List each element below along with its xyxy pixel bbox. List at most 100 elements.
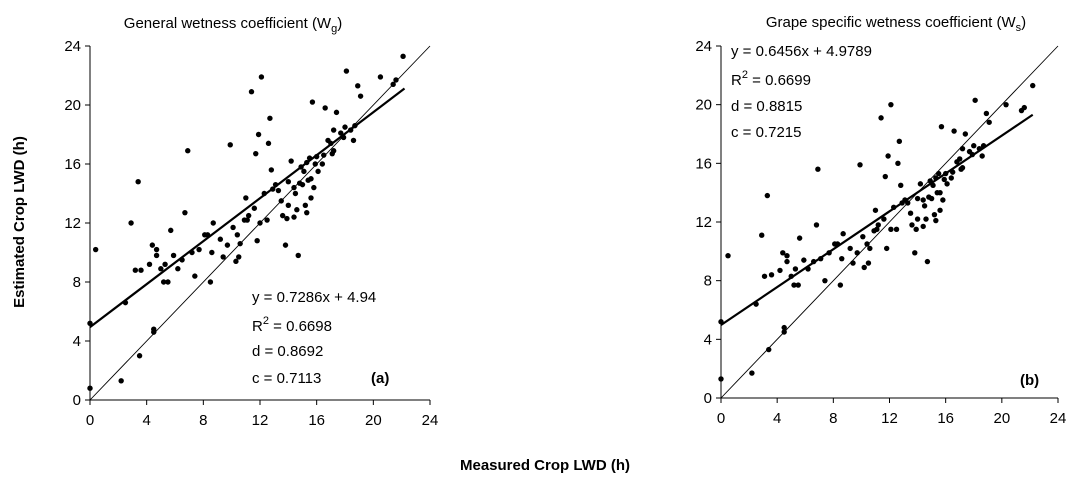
panel-b-data-point (864, 241, 870, 247)
panel-a-data-point (135, 179, 141, 185)
panel-a-data-point (220, 254, 226, 260)
panel-a-data-point (179, 257, 185, 263)
panel-a-data-point (321, 152, 327, 158)
panel-b: Grape specific wetness coefficient (Ws) … (695, 14, 1066, 427)
panel-a-data-point (350, 137, 357, 144)
panel-b-data-point (983, 110, 990, 117)
panel-a-data-point (312, 161, 318, 167)
panel-b-data-point (907, 210, 914, 216)
panel-b-points (718, 82, 1036, 382)
panel-b-data-point (959, 145, 966, 152)
panel-a-data-point (185, 148, 191, 154)
panel-b-data-point (898, 182, 904, 189)
panel-b-data-point (972, 97, 978, 103)
panel-b-data-point (979, 153, 985, 159)
panel-b-data-point (969, 151, 976, 158)
panel-a-data-point (175, 266, 181, 272)
panel-b-data-point (875, 222, 881, 228)
panel-a-data-point (285, 179, 292, 185)
panel-b-data-point (914, 216, 921, 222)
panel-b-data-point (759, 232, 765, 238)
panel-b-r-squared: R2 = 0.6699 (731, 69, 811, 89)
panel-b-data-point (725, 253, 731, 259)
panel-b-data-point (865, 260, 872, 266)
panel-a-data-point (160, 279, 167, 285)
panel-b-data-point (885, 153, 891, 159)
panel-b-data-point (882, 173, 888, 180)
panel-a-data-point (168, 227, 174, 234)
panel-b-data-point (867, 245, 873, 252)
panel-b-data-point (927, 178, 933, 184)
panel-a-data-point (267, 115, 273, 121)
panel-a-data-point (230, 224, 236, 231)
panel-a-data-point (306, 155, 313, 161)
panel-a-data-point (158, 266, 164, 272)
panel-a-data-point (210, 220, 216, 226)
panel-b-data-point (938, 123, 945, 130)
panel-a-stats: y = 0.7286x + 4.94 R2 = 0.6698 d = 0.869… (252, 289, 389, 387)
panel-b-data-point (1003, 101, 1009, 108)
panel-b-data-point (949, 169, 956, 175)
panel-b-data-point (768, 272, 775, 278)
panel-b-data-point (888, 226, 894, 233)
panel-b-y-tick-label: 24 (695, 38, 712, 55)
panel-a-data-point (330, 148, 337, 154)
panel-b-data-point (749, 370, 755, 376)
panel-a-data-point (330, 127, 337, 133)
panel-a-data-point (245, 212, 252, 219)
panel-b-data-point (815, 166, 821, 172)
panel-a-data-point (264, 217, 270, 223)
panel-b-data-point (777, 267, 783, 274)
panel-a-data-point (209, 249, 215, 256)
panel-b-y-tick-label: 0 (704, 390, 712, 407)
panel-b-data-point (764, 192, 771, 199)
panel-b-data-point (796, 235, 803, 241)
panel-a-data-point (261, 190, 267, 197)
panel-b-data-point (909, 222, 915, 228)
panel-b-data-point (933, 217, 939, 224)
panel-b-data-point (850, 260, 856, 266)
panel-b-data-point (857, 162, 863, 168)
panel-a-data-point (196, 246, 202, 253)
panel-a-data-point (302, 202, 309, 208)
panel-a-y-tick-label: 20 (64, 97, 81, 114)
panel-a-data-point (207, 279, 214, 285)
panel-a-data-point (265, 140, 272, 147)
panel-a-data-point (170, 252, 177, 259)
panel-b-data-point (924, 258, 931, 265)
panel-b-data-point (874, 226, 880, 233)
panel-b-data-point (942, 170, 949, 177)
panel-b-data-point (905, 200, 911, 206)
panel-a-x-tick-label: 0 (86, 412, 94, 429)
panel-a-data-point (309, 99, 316, 105)
panel-a-data-point (182, 209, 188, 216)
panel-b-data-point (861, 264, 867, 271)
panel-b-x-tick-label: 16 (937, 410, 954, 427)
panel-a-y-tick-label: 0 (73, 392, 81, 409)
panel-a-y-tick-label: 24 (64, 38, 81, 55)
panel-a-data-point (322, 105, 328, 111)
panel-b-data-point (766, 346, 772, 353)
panel-a-data-point (301, 168, 307, 175)
x-axis-title: Measured Crop LWD (h) (460, 457, 630, 474)
panel-b-data-point (921, 203, 928, 209)
panel-b-data-point (917, 181, 924, 187)
panel-b-data-point (854, 250, 860, 256)
panel-b-data-point (822, 277, 828, 284)
panel-a-data-point (92, 246, 99, 253)
panel-a-x-tick-label: 12 (252, 412, 269, 429)
panel-b-data-point (944, 181, 950, 187)
panel-b-data-point (971, 143, 977, 149)
panel-b-data-point (847, 245, 853, 252)
panel-a-data-point (153, 252, 160, 259)
panel-a-data-point (313, 153, 320, 160)
panel-a-data-point (278, 198, 284, 204)
panel-b-data-point (923, 216, 929, 222)
panel-b-y-tick-label: 20 (695, 97, 712, 114)
panel-b-data-point (781, 324, 787, 331)
panel-b-x-tick-label: 0 (717, 410, 725, 427)
panel-b-data-point (788, 273, 794, 279)
panel-a-data-point (308, 176, 314, 182)
panel-a-data-point (237, 240, 243, 247)
